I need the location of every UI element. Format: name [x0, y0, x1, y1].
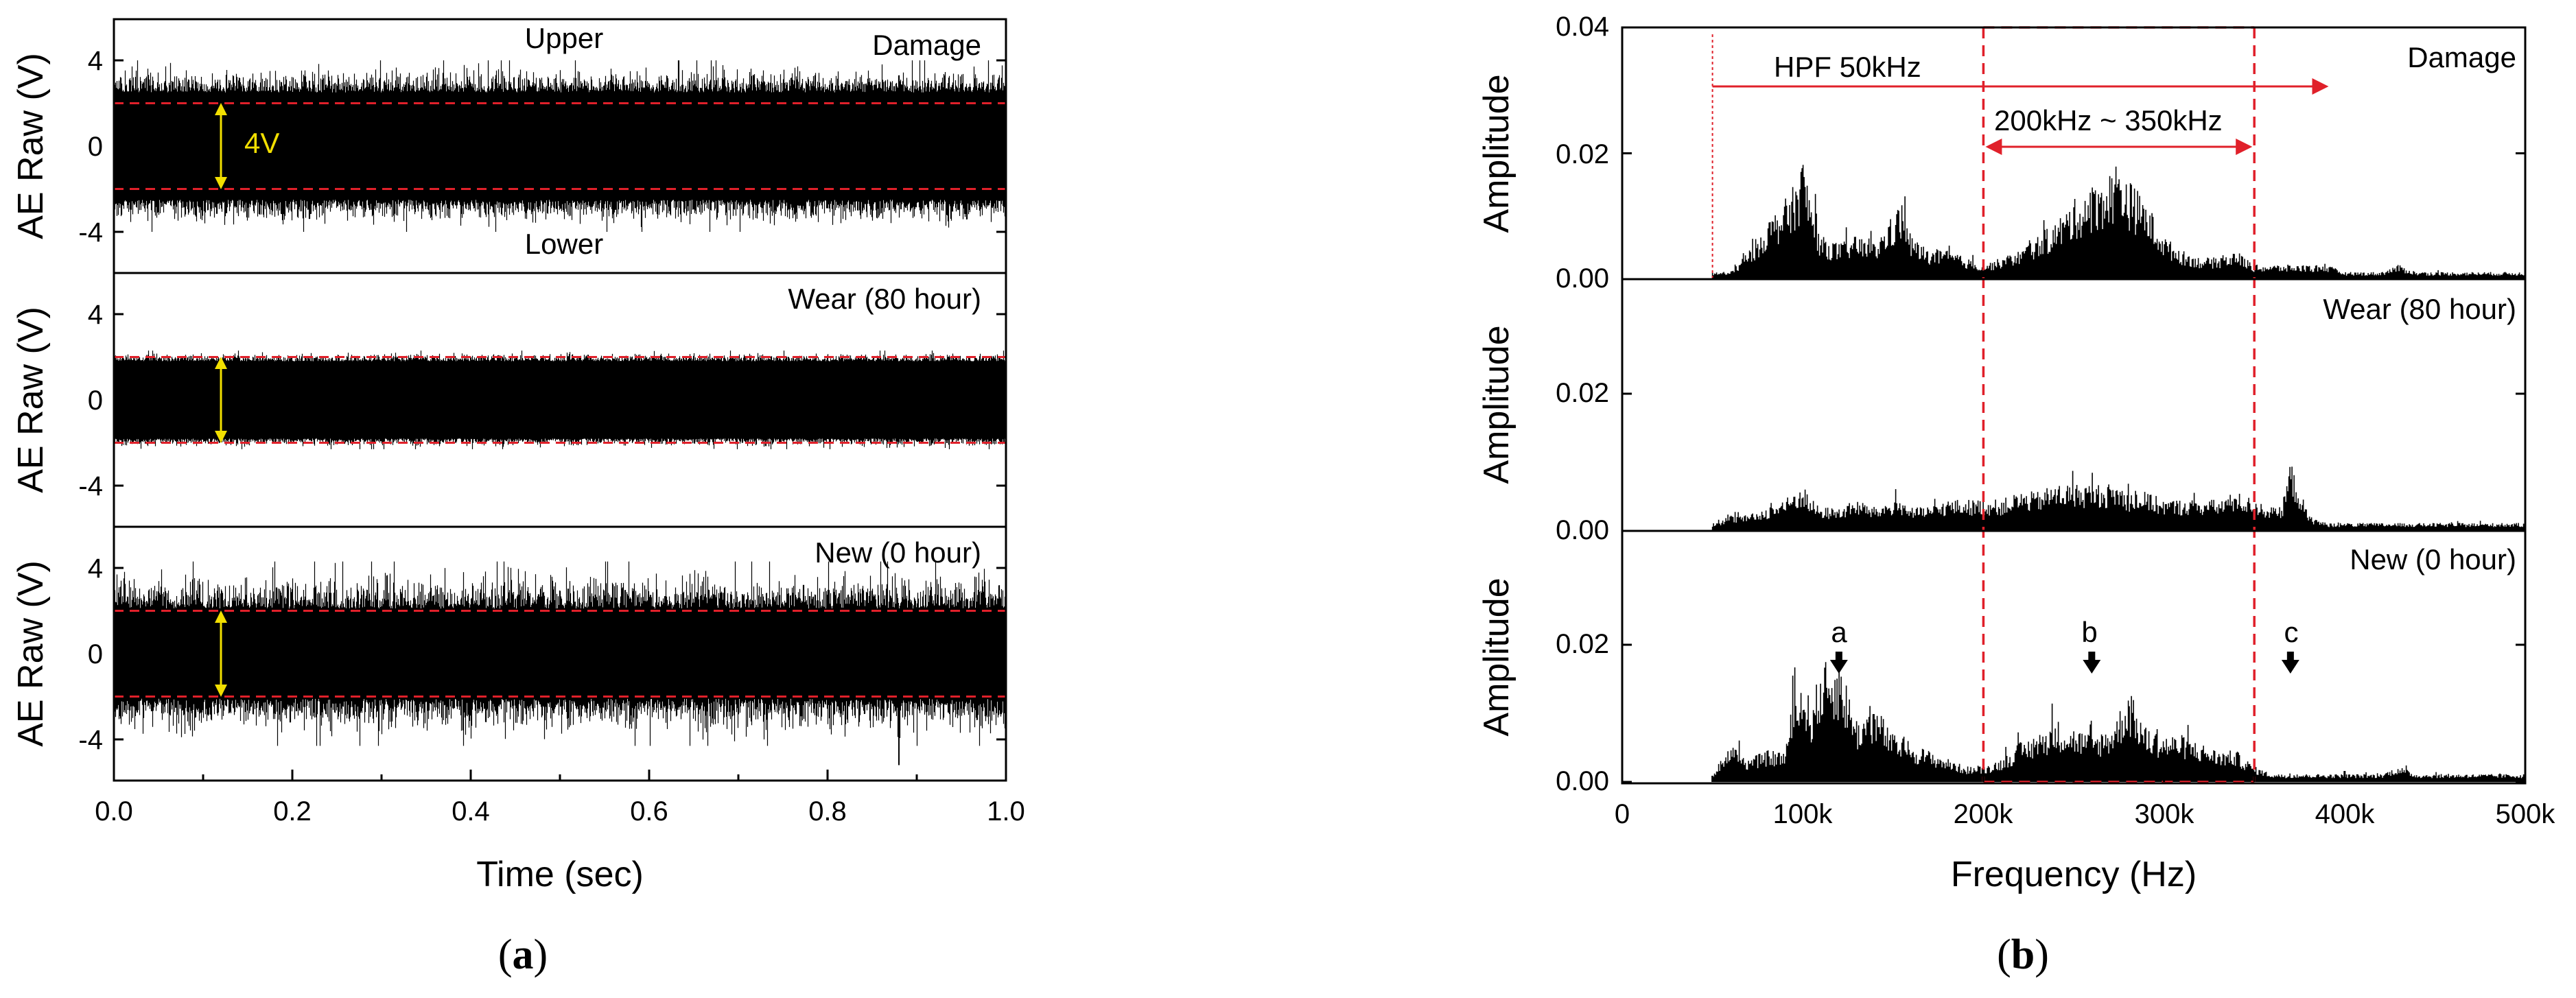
a-lower-label: Lower: [525, 228, 603, 260]
a-xlabel: Time (sec): [476, 855, 644, 894]
b-xtick-4: 400k: [2315, 799, 2376, 829]
b-xtick-1: 100k: [1773, 799, 1834, 829]
b3-ytick-002: 0.02: [1556, 629, 1609, 659]
a-signal-envelope-1: [113, 351, 1007, 449]
b-xlabel: Frequency (Hz): [1951, 855, 2197, 894]
a1-condition-label: Damage: [872, 29, 981, 61]
b3-ylabel: Amplitude: [1477, 578, 1517, 736]
a3-ytick-neg4: -4: [78, 725, 103, 755]
a-xtick-0: 0.0: [95, 796, 133, 827]
a1-ytick-0: 0: [88, 132, 103, 162]
panel-b-band-overlay: [1711, 26, 2329, 783]
panel-a-label: (a): [498, 931, 548, 978]
b-marker-arrow-c: [2281, 652, 2299, 674]
a-signal-envelope-2: [113, 561, 1007, 746]
b-marker-a-label: a: [1831, 616, 1847, 648]
a-xtick-2: 0.4: [452, 796, 490, 827]
a2-ytick-0: 0: [88, 385, 103, 416]
a2-ylabel: AE Raw (V): [11, 307, 51, 493]
b2-ylabel: Amplitude: [1477, 325, 1517, 484]
b-xtick-0: 0: [1615, 799, 1630, 829]
a2-ytick-4: 4: [88, 300, 103, 330]
panel-a-ticks: [113, 59, 1007, 781]
b-spectrum-1: [1711, 466, 2525, 531]
panel-a-threshold-lines: [114, 102, 1006, 698]
b2-ytick-000: 0.00: [1556, 515, 1609, 545]
a-xtick-3: 0.6: [630, 796, 668, 827]
b1-ylabel: Amplitude: [1477, 74, 1517, 233]
b2-ytick-002: 0.02: [1556, 378, 1609, 408]
a3-ytick-0: 0: [88, 639, 103, 669]
b1-condition-label: Damage: [2407, 41, 2516, 73]
panel-b-frequency-domain: 0.04 0.02 0.00 0.02 0.00 0.02 0.00 0 100…: [1477, 12, 2555, 978]
b-marker-b-label: b: [2081, 616, 2097, 648]
b-spectrum-2: [1711, 662, 2525, 782]
b-marker-c-label: c: [2284, 616, 2299, 648]
b-xtick-5: 500k: [2496, 799, 2556, 829]
b2-condition-label: Wear (80 hour): [2323, 293, 2516, 325]
a-xtick-4: 0.8: [808, 796, 847, 827]
a-xtick-5: 1.0: [987, 796, 1025, 827]
a1-ylabel: AE Raw (V): [11, 53, 51, 239]
a-span-label: 4V: [244, 127, 279, 159]
b-spectrum-0: [1711, 165, 2525, 279]
panel-a-signal-traces: [113, 60, 1007, 765]
panel-a-time-domain: 4 0 -4 4 0 -4 4 0 -4 0.0 0.2 0.4 0.6 0.8…: [11, 18, 1025, 978]
b-marker-arrow-b: [2083, 652, 2101, 674]
b-band-label: 200kHz ~ 350kHz: [1994, 104, 2223, 136]
a3-ytick-4: 4: [88, 554, 103, 584]
a3-condition-label: New (0 hour): [815, 536, 981, 569]
b1-ytick-004: 0.04: [1556, 12, 1609, 42]
b1-ytick-002: 0.02: [1556, 139, 1609, 169]
b-xtick-2: 200k: [1954, 799, 2014, 829]
panel-b-ticks: [1621, 26, 2527, 783]
a1-ytick-4: 4: [88, 46, 103, 76]
b3-condition-label: New (0 hour): [2350, 543, 2516, 575]
panel-b-frame: [1621, 26, 2527, 785]
a-xtick-1: 0.2: [273, 796, 312, 827]
panel-b-label: (b): [1997, 931, 2049, 978]
a-upper-label: Upper: [525, 22, 603, 54]
a3-ylabel: AE Raw (V): [11, 560, 51, 747]
a1-ytick-neg4: -4: [78, 217, 103, 248]
panel-b-spectra: [1711, 165, 2525, 782]
panel-b-marker-arrows: [1829, 652, 2299, 674]
a2-ytick-neg4: -4: [78, 471, 103, 501]
a2-condition-label: Wear (80 hour): [788, 283, 981, 315]
b-marker-arrow-a: [1829, 652, 1848, 674]
b3-ytick-000: 0.00: [1556, 766, 1609, 796]
b1-ytick-000: 0.00: [1556, 263, 1609, 294]
b-hpf-label: HPF 50kHz: [1774, 51, 1921, 83]
b-xtick-3: 300k: [2135, 799, 2195, 829]
